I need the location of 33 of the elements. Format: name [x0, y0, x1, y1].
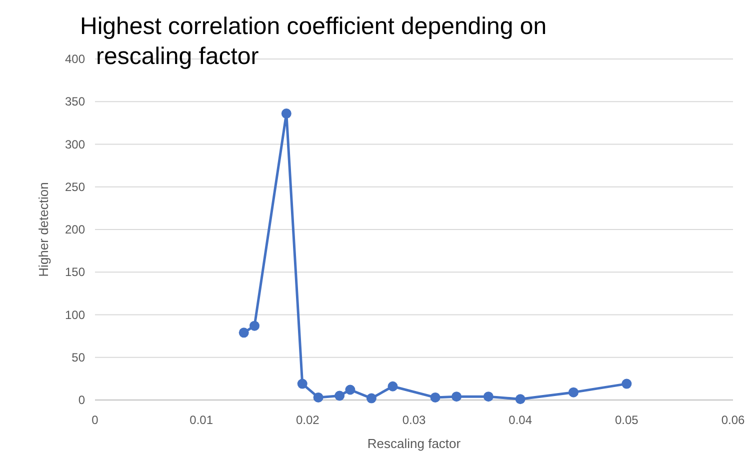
y-tick-label: 350 — [64, 94, 86, 109]
point — [483, 392, 494, 402]
y-tick-label: 200 — [64, 222, 86, 236]
point — [250, 320, 260, 331]
x-tick-label: 0.03 — [402, 413, 426, 427]
y-tick-label: 150 — [64, 265, 86, 280]
y-tick-label: 300 — [64, 137, 86, 152]
x-tick-label: 0.01 — [190, 413, 214, 427]
point — [281, 108, 292, 119]
point — [515, 394, 526, 404]
x-tick-label: 0.04 — [508, 413, 532, 427]
x-tick-label: 0.05 — [614, 413, 639, 427]
y-tick-label: 400 — [64, 52, 86, 66]
point — [388, 381, 398, 392]
x-tick-label: 0.02 — [296, 413, 320, 427]
y-tick-label: 250 — [64, 180, 86, 194]
x-tick-label: 0.06 — [721, 413, 745, 427]
point — [238, 328, 249, 338]
point — [430, 392, 440, 402]
y-tick-label: 0 — [78, 393, 86, 407]
point — [345, 384, 356, 395]
y-tick-label: 50 — [72, 350, 86, 364]
y-tick-label: 100 — [64, 308, 86, 322]
point — [313, 392, 324, 402]
point — [568, 387, 578, 398]
point — [452, 392, 462, 402]
x-axis-title: Rescaling factor — [367, 436, 462, 451]
point — [622, 378, 632, 389]
point — [297, 378, 308, 389]
x-tick-label: 0 — [92, 413, 99, 427]
point — [366, 393, 376, 404]
y-axis-title: Higher detection — [36, 182, 51, 277]
point — [334, 390, 345, 401]
